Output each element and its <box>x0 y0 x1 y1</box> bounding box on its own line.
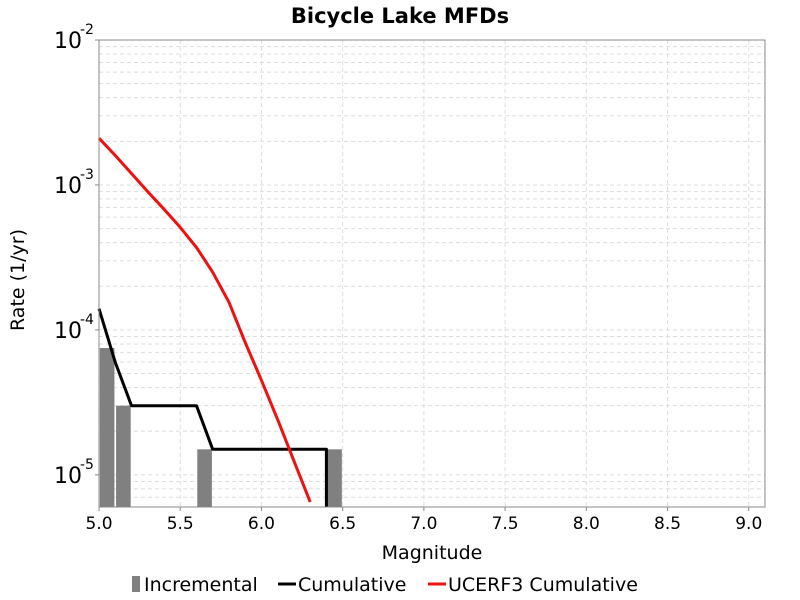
y-axis-label: Rate (1/yr) <box>7 229 29 331</box>
incremental-bar <box>197 449 212 507</box>
x-tick-label: 9.0 <box>735 514 762 534</box>
x-tick-label: 5.0 <box>85 514 112 534</box>
y-tick-label: 10 <box>54 319 82 344</box>
legend-swatch-incremental <box>132 576 140 592</box>
plot-frame <box>98 39 766 508</box>
y-tick-exponent: -5 <box>80 457 94 473</box>
y-tick-exponent: -2 <box>80 22 94 38</box>
legend-label-ucerf3: UCERF3 Cumulative <box>448 574 638 596</box>
incremental-bar <box>99 348 115 507</box>
incremental-bar <box>116 405 131 507</box>
incremental-bar <box>327 449 342 507</box>
y-axis-ticks: 10-510-410-310-2 <box>54 22 99 489</box>
x-tick-label: 7.0 <box>410 514 437 534</box>
chart-title: Bicycle Lake MFDs <box>291 4 509 28</box>
y-tick-exponent: -4 <box>80 312 94 328</box>
y-tick-label: 10 <box>54 174 82 199</box>
legend-label-incremental: Incremental <box>144 574 258 596</box>
y-tick-exponent: -3 <box>80 167 94 183</box>
x-tick-label: 5.5 <box>167 514 194 534</box>
x-tick-label: 7.5 <box>492 514 519 534</box>
grid <box>98 39 765 508</box>
x-axis-ticks: 5.0 5.5 6.0 6.5 7.0 7.5 8.0 8.5 9.0 <box>85 507 762 534</box>
x-tick-label: 6.5 <box>329 514 356 534</box>
legend-label-cumulative: Cumulative <box>298 574 406 596</box>
series-lines <box>97 137 328 507</box>
incremental-bars <box>99 348 342 507</box>
legend: Incremental Cumulative UCERF3 Cumulative <box>132 574 638 596</box>
x-tick-label: 8.5 <box>654 514 681 534</box>
x-tick-label: 6.0 <box>248 514 275 534</box>
x-axis-label: Magnitude <box>382 542 483 564</box>
cumulative-line <box>97 308 328 507</box>
ucerf3-cumulative-line <box>97 137 312 503</box>
y-tick-label: 10 <box>54 464 82 489</box>
y-tick-label: 10 <box>54 29 82 54</box>
x-tick-label: 8.0 <box>573 514 600 534</box>
